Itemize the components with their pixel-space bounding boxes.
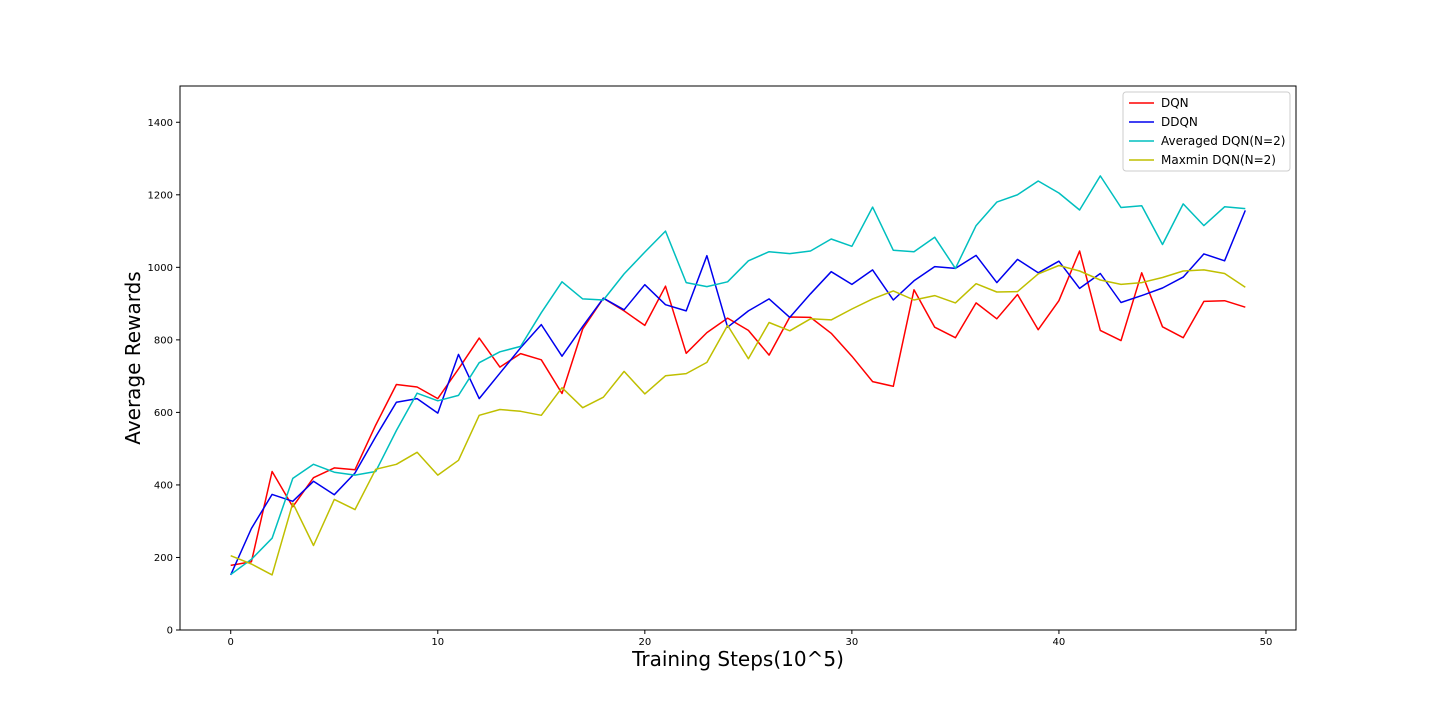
y-axis-label: Average Rewards	[121, 271, 145, 444]
x-tick-label: 40	[1053, 637, 1066, 648]
series-layer	[230, 175, 1246, 576]
y-tick-label: 1000	[148, 263, 173, 274]
legend-box	[1122, 91, 1291, 172]
series-line-ddqn	[230, 210, 1246, 576]
x-axis-ticks: 0 10 20 30 40 50	[228, 630, 1273, 648]
x-axis-label: Training Steps(10^5)	[631, 647, 844, 671]
y-tick-label: 200	[154, 553, 173, 564]
legend-label: Maxmin DQN(N=2)	[1161, 153, 1276, 167]
plot-frame	[179, 85, 1297, 631]
x-tick-label: 10	[431, 637, 444, 648]
x-tick-label: 30	[846, 637, 859, 648]
x-tick-label: 50	[1260, 637, 1273, 648]
y-tick-label: 800	[154, 335, 173, 346]
series-line-dqn	[230, 250, 1246, 567]
y-tick-label: 1400	[148, 118, 173, 129]
x-tick-label: 20	[638, 637, 651, 648]
y-tick-label: 600	[154, 408, 173, 419]
legend-label: Averaged DQN(N=2)	[1161, 134, 1285, 148]
legend-label: DQN	[1161, 96, 1189, 110]
legend-items: DQN DDQN Averaged DQN(N=2) Maxmin DQN(N=2)	[1129, 96, 1285, 167]
y-tick-label: 0	[167, 626, 173, 637]
plot-background	[180, 86, 1296, 630]
y-axis-ticks: 0 200 400 600 800 1000 1200 1400	[148, 118, 180, 637]
legend: DQN DDQN Averaged DQN(N=2) Maxmin DQN(N=2)	[1122, 91, 1291, 172]
y-tick-label: 1200	[148, 190, 173, 201]
y-tick-label: 400	[154, 480, 173, 491]
legend-label: DDQN	[1161, 115, 1198, 129]
series-line-maxmin-dqn-n-2	[230, 264, 1246, 576]
x-tick-label: 0	[228, 637, 234, 648]
series-line-averaged-dqn-n-2	[230, 175, 1246, 576]
